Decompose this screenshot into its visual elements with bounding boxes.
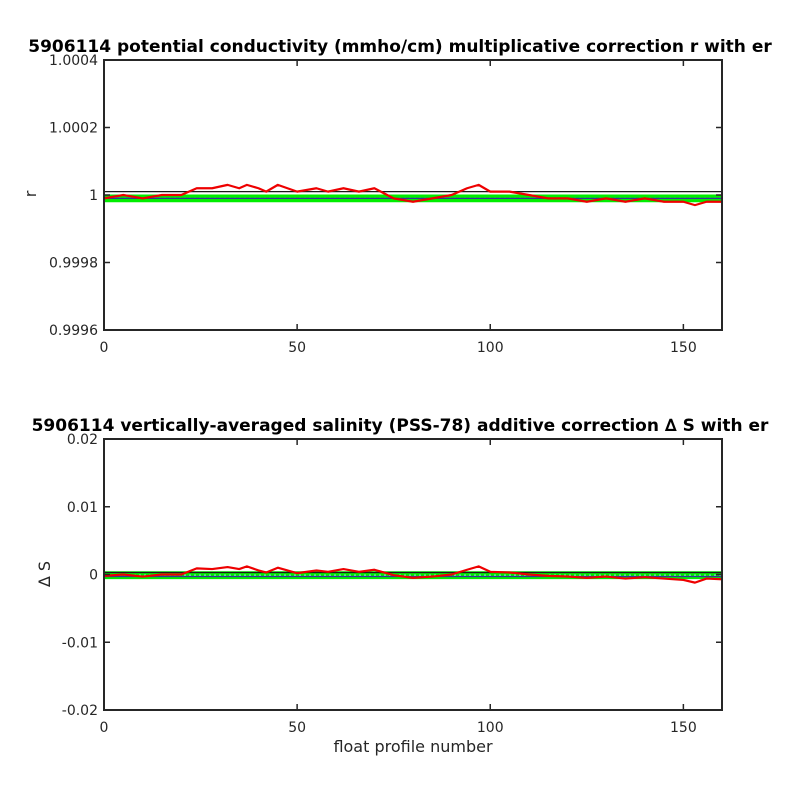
y-axis-label: r	[21, 190, 40, 197]
y-tick-label: 0.02	[67, 432, 98, 448]
plot-area	[104, 565, 722, 584]
x-tick-label: 150	[670, 340, 697, 356]
y-axis-label: ∆ S	[35, 561, 54, 588]
series-line	[104, 565, 722, 584]
y-tick-label: 0.9996	[49, 323, 98, 339]
y-tick-label: -0.02	[62, 703, 98, 719]
x-tick-label: 0	[100, 720, 109, 736]
y-tick-label: 0.01	[67, 500, 98, 516]
x-tick-label: 50	[288, 340, 306, 356]
x-tick-label: 50	[288, 720, 306, 736]
x-tick-label: 150	[670, 720, 697, 736]
plot-area	[104, 183, 722, 207]
y-tick-label: 1.0004	[49, 53, 98, 69]
y-tick-label: 1	[89, 188, 98, 204]
chart-panel-conductivity: 5906114 potential conductivity (mmho/cm)…	[21, 37, 772, 356]
y-tick-label: 1.0002	[49, 121, 98, 137]
x-tick-label: 100	[477, 720, 504, 736]
x-tick-label: 100	[477, 340, 504, 356]
x-axis-label: float profile number	[333, 737, 493, 756]
y-tick-label: 0.9998	[49, 256, 98, 272]
chart-panel-salinity: 5906114 vertically-averaged salinity (PS…	[32, 416, 769, 756]
x-tick-label: 0	[100, 340, 109, 356]
series-line	[104, 183, 722, 207]
chart-title: 5906114 vertically-averaged salinity (PS…	[32, 416, 769, 436]
y-tick-label: 0	[89, 568, 98, 584]
y-tick-label: -0.01	[62, 635, 98, 651]
chart-title: 5906114 potential conductivity (mmho/cm)…	[28, 37, 772, 57]
